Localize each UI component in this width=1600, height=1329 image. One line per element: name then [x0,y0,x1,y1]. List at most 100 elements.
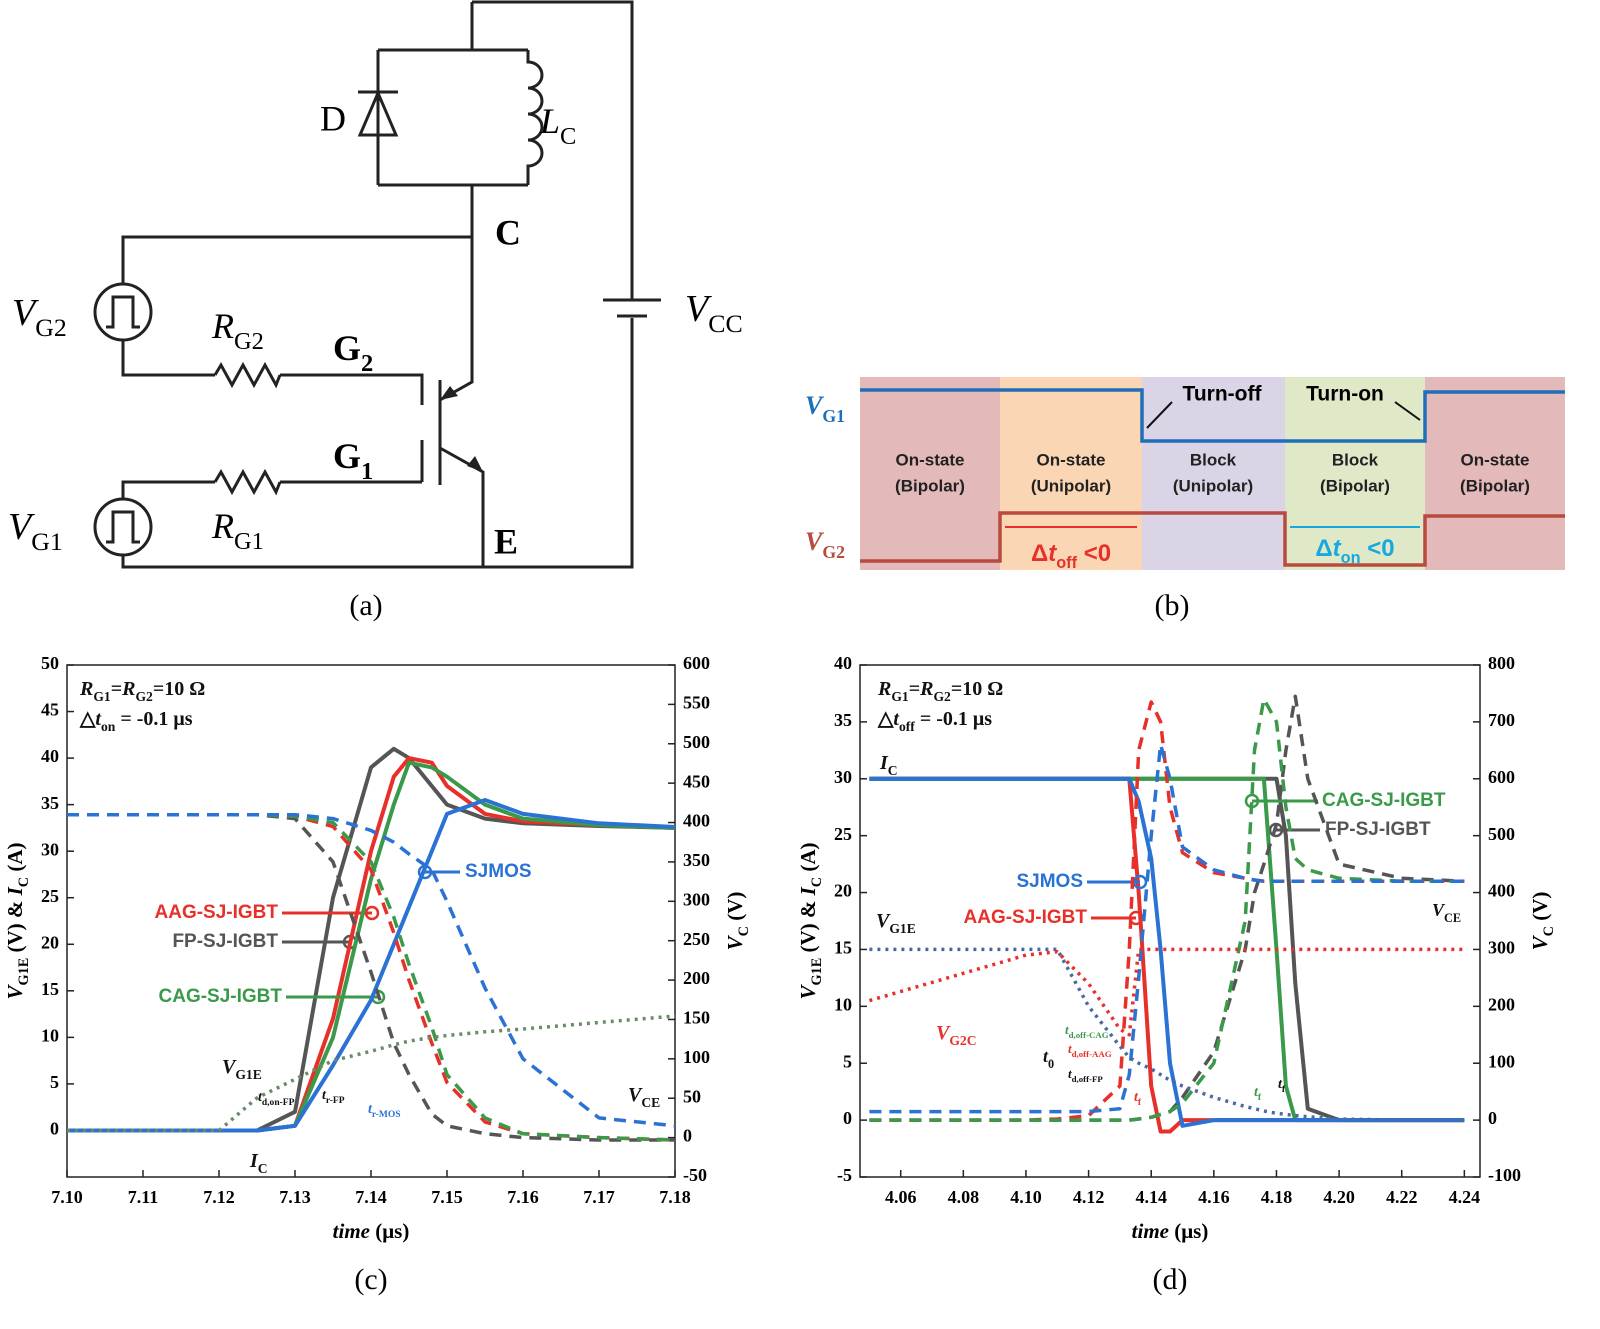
annotation: IC [249,1150,268,1176]
series-label: FP-SJ-IGBT [1325,819,1431,840]
text-part: V [685,288,712,330]
text-part: C [736,926,752,936]
text-part: = [111,678,122,700]
annotation: td,on-FP [258,1090,295,1108]
label: Δton <0 [1315,535,1394,567]
series-line [67,812,676,1142]
text-part: t [1134,1090,1139,1105]
text-part: G1E [809,958,825,986]
y2-tick-label: 600 [1488,767,1515,787]
series-line [67,1014,676,1133]
text-part: I [879,752,889,774]
text-part: G2 [822,542,845,562]
vg1-wave [860,388,1565,443]
text-part: L [539,101,560,141]
annotation: td,off-FP [1068,1066,1103,1084]
series-line [67,812,675,1142]
annotation: RG1=RG2=10 Ω [79,678,205,704]
text-part: R [919,678,933,700]
series-line [67,760,676,1133]
y-tick-label: 25 [834,824,852,844]
text-part: = [909,678,920,700]
annotation: RG1=RG2=10 Ω [877,678,1003,704]
label: G1 [333,436,373,485]
x-tick-label: 7.10 [51,1187,83,1207]
text-part: CE [641,1095,660,1110]
text-part: R [877,678,891,700]
annotation: △toff = -0.1 μs [877,708,992,734]
text-part: (V) [1528,892,1552,926]
state-label: On-state [1037,450,1106,469]
text-part: R [211,506,234,546]
text-part: off [899,719,915,734]
series-label: CAG-SJ-IGBT [159,986,283,1007]
label: C [495,212,521,252]
plot-frame [859,664,1481,1178]
text-part: off [1056,554,1077,572]
text-part: <0 [1077,540,1111,567]
annotation: tf [1134,1090,1142,1108]
battery [603,298,661,318]
y2-tick-label: 100 [1488,1051,1515,1071]
text-part: t [1048,540,1057,567]
y-tick-label: 5 [50,1072,59,1092]
x-tick-label: 4.14 [1135,1187,1167,1207]
y-tick-label: 10 [834,994,852,1014]
series-label: FP-SJ-IGBT [172,931,278,952]
state-label: Block [1190,450,1237,469]
series-label: AAG-SJ-IGBT [155,902,279,923]
text-part: r-FP [326,1096,345,1106]
y2-tick-label: 700 [1488,710,1515,730]
x-tick-label: 4.24 [1449,1187,1481,1207]
text-part: (V) & [796,895,820,957]
y2-axis-title: VC (V) [1528,892,1557,951]
y-tick-label: 20 [834,881,852,901]
text-part: I [249,1150,259,1172]
x-tick-label: 7.13 [279,1187,311,1207]
annotation: td,off-CAG [1065,1022,1109,1040]
annotation: VG1E [222,1056,262,1082]
state-label: Block [1332,450,1379,469]
text-part: G2 [234,328,264,355]
text-part: G1 [891,689,909,704]
text-part: G1 [31,527,63,556]
text-part: R [121,678,135,700]
text-part: t [322,1088,327,1103]
text-part: (A) [3,842,27,876]
text-part: time [333,1219,370,1243]
text-part: Δ [1315,535,1332,562]
text-part: △ [79,708,96,730]
text-part: G2 [135,689,153,704]
y-tick-label: 10 [41,1025,59,1045]
caption: (a) [349,589,382,622]
text-part: d,off-AAG [1072,1049,1112,1059]
text-part: on [101,719,116,734]
y2-axis-title: VC (V) [723,892,752,951]
text-part: V [805,527,825,556]
x-axis-title: time (μs) [1132,1219,1209,1243]
text-part: d,on-FP [262,1098,295,1108]
text-part: V [805,391,825,420]
series-line [869,776,1465,1128]
text-part: G1 [234,528,264,555]
y-tick-label: 30 [41,839,59,859]
pulse [106,295,140,544]
y-axis-title: VG1E (V) & IC (A) [3,842,32,999]
x-tick-label: 4.18 [1261,1187,1293,1207]
text-part: V [628,1084,643,1106]
text-part: t [368,1102,373,1117]
text-part: (V) & [3,895,27,957]
text-part: V [1432,900,1446,920]
y-axis-title: VG1E (V) & IC (A) [796,842,825,999]
y2-tick-label: -100 [1488,1165,1521,1185]
text-part: <0 [1361,535,1395,562]
text-part: 0 [1048,1057,1054,1071]
text-part: t [258,1090,263,1105]
label-marker [364,905,380,921]
text-part: time [1132,1219,1169,1243]
label: Δtoff <0 [1031,540,1111,572]
text-part: =10 Ω [951,678,1003,700]
y2-tick-label: 800 [1488,653,1515,673]
text-part: V [936,1022,951,1044]
